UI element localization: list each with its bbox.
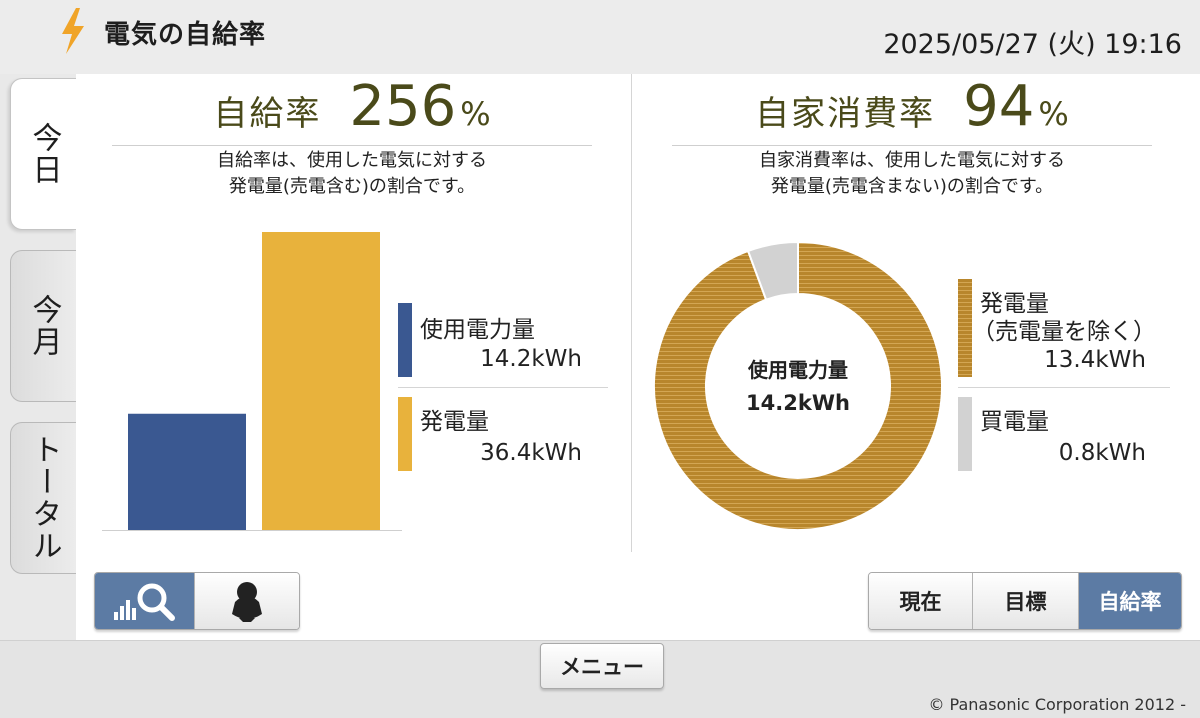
character-view-button[interactable]: [195, 573, 299, 629]
header: 電気の自給率 2025/05/27 (火) 19:16: [0, 0, 1200, 74]
self-sufficiency-heading: 自給率 256 %: [112, 74, 592, 146]
legend-swatch-generation: [398, 397, 412, 471]
self-consumption-unit: %: [1038, 95, 1069, 133]
legend-self-generation-value: 13.4kWh: [1044, 347, 1146, 373]
self-sufficiency-unit: %: [460, 95, 491, 133]
self-consumption-label: 自家消費率: [755, 94, 936, 134]
legend-swatch-usage: [398, 303, 412, 377]
bar-generation: [262, 232, 380, 530]
datetime: 2025/05/27 (火) 19:16: [883, 29, 1182, 60]
target-mode-button[interactable]: 目標: [973, 573, 1079, 629]
legend-self-generation-sublabel: （売電量を除く）: [972, 319, 1156, 345]
legend-swatch-self-generation: [958, 279, 972, 377]
tab-total[interactable]: トータル: [10, 422, 76, 574]
copyright-text: © Panasonic Corporation 2012 -: [928, 695, 1186, 714]
menu-button[interactable]: メニュー: [540, 643, 664, 689]
self-sufficiency-value: 256: [349, 74, 457, 139]
donut-center-value: 14.2kWh: [746, 391, 850, 415]
donut-slice-self-generation: [653, 240, 943, 531]
legend-usage-value: 14.2kWh: [480, 346, 582, 372]
donut-center-label: 使用電力量: [748, 358, 848, 382]
tab-total-label: トータル: [26, 434, 62, 562]
graph-search-icon: [113, 583, 175, 621]
legend-usage-label: 使用電力量: [420, 317, 535, 343]
self-consumption-desc-line2: 発電量(売電含まない)の割合です。: [770, 176, 1054, 197]
self-sufficiency-bar-chart: [102, 232, 402, 531]
lightning-bolt-icon: [62, 8, 84, 54]
view-toggle-group: [94, 572, 300, 630]
main-panel: 自給率 256 % 自給率は、使用した電気に対する 発電量(売電含む)の割合です…: [76, 74, 1200, 640]
current-mode-button[interactable]: 現在: [869, 573, 973, 629]
self-consumption-value: 94: [963, 74, 1035, 139]
penguin-icon: [232, 582, 262, 622]
tab-today[interactable]: 今日: [10, 78, 76, 230]
self-sufficiency-desc-line1: 自給率は、使用した電気に対する: [217, 150, 487, 171]
footer: メニュー © Panasonic Corporation 2012 -: [0, 640, 1200, 718]
self-consumption-desc-line1: 自家消費率は、使用した電気に対する: [759, 150, 1065, 171]
legend-swatch-purchased: [958, 397, 972, 471]
donut-center-text: 使用電力量 14.2kWh: [712, 354, 884, 415]
donut-slice-purchased: [746, 240, 799, 301]
graph-view-button[interactable]: [95, 573, 195, 629]
legend-generation-label: 発電量: [420, 409, 489, 435]
tab-this-month[interactable]: 今月: [10, 250, 76, 402]
mode-button-group: 現在 目標 自給率: [868, 572, 1182, 630]
self-consumption-heading: 自家消費率 94 %: [672, 74, 1152, 146]
legend-divider: [398, 387, 608, 388]
self-sufficiency-label: 自給率: [213, 94, 322, 134]
tab-this-month-label: 今月: [26, 294, 62, 358]
self-sufficiency-description: 自給率は、使用した電気に対する 発電量(売電含む)の割合です。: [112, 148, 592, 200]
legend-purchased-value: 0.8kWh: [1058, 440, 1146, 466]
app-title: 電気の自給率: [104, 20, 267, 50]
bar-usage: [128, 413, 246, 530]
legend-self-generation-label: 発電量: [980, 291, 1049, 317]
legend-purchased-label: 買電量: [980, 409, 1049, 435]
self-sufficiency-mode-button[interactable]: 自給率: [1079, 573, 1181, 629]
section-divider: [631, 74, 632, 552]
legend-generation-value: 36.4kWh: [480, 440, 582, 466]
self-consumption-donut-chart: [653, 240, 943, 531]
legend-divider-right: [958, 387, 1170, 388]
tab-today-label: 今日: [26, 122, 62, 186]
self-sufficiency-desc-line2: 発電量(売電含む)の割合です。: [228, 176, 476, 197]
self-consumption-description: 自家消費率は、使用した電気に対する 発電量(売電含まない)の割合です。: [672, 148, 1152, 200]
